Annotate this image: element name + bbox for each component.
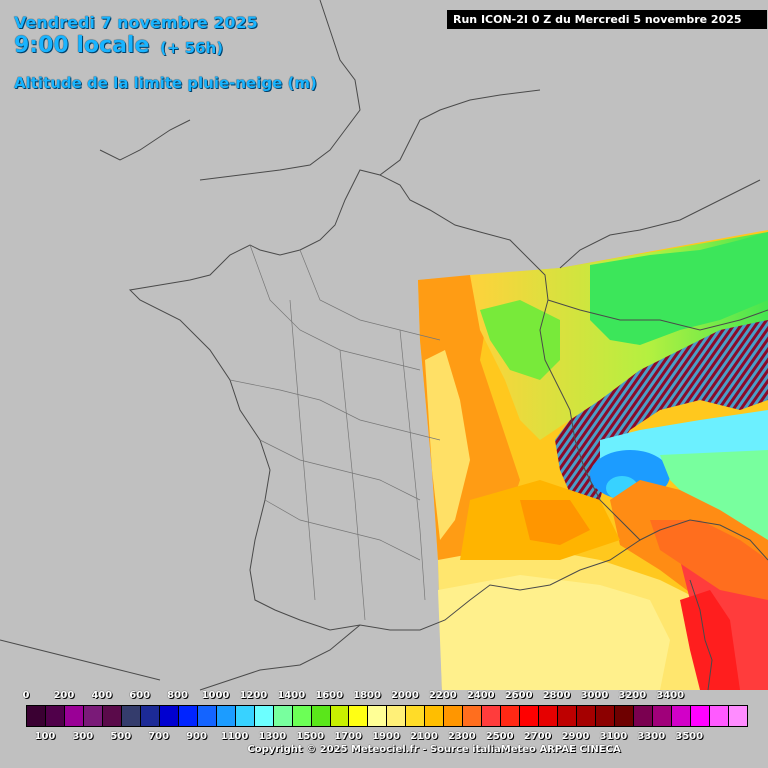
legend-swatch xyxy=(311,706,331,726)
legend-swatch xyxy=(463,706,483,726)
legend-swatch xyxy=(330,706,350,726)
legend-swatch xyxy=(425,706,445,726)
legend-tick-label: 2900 xyxy=(561,731,590,742)
legend-swatch xyxy=(558,706,578,726)
legend-tick-label: 2300 xyxy=(447,731,476,742)
forecast-time: 9:00 locale xyxy=(14,33,150,58)
legend-tick-label: 2800 xyxy=(542,690,571,701)
legend-swatch xyxy=(539,706,559,726)
legend-tick-label: 900 xyxy=(186,731,207,742)
legend-swatch xyxy=(444,706,464,726)
legend-tick-label: 3000 xyxy=(580,690,609,701)
legend-tick-label: 3300 xyxy=(637,731,666,742)
model-domain xyxy=(418,230,768,690)
legend-tick-label: 2100 xyxy=(409,731,438,742)
legend-swatch xyxy=(387,706,407,726)
legend-tick-label: 1900 xyxy=(372,731,400,742)
legend-swatch xyxy=(349,706,369,726)
legend-swatch xyxy=(273,706,293,726)
map-boundaries xyxy=(0,0,768,691)
legend-swatch xyxy=(83,706,103,726)
forecast-date: Vendredi 7 novembre 2025 xyxy=(14,13,258,32)
legend-labels-top: 0 200 400 600 800 1000 1200 1400 1600 1800 2000 220… xyxy=(0,690,768,704)
legend-tick-label: 600 xyxy=(129,690,151,701)
legend-swatch xyxy=(615,706,634,726)
legend-tick-label: 1400 xyxy=(277,690,306,701)
legend-tick-label: 3400 xyxy=(656,690,685,701)
legend-tick-label: 500 xyxy=(110,731,132,742)
parameter-title: Altitude de la limite pluie-neige (m) xyxy=(14,74,317,92)
lead-time: (+ 56h) xyxy=(160,39,224,57)
legend-swatch xyxy=(652,706,672,726)
legend-swatch xyxy=(178,706,198,726)
legend-swatch xyxy=(634,706,653,726)
legend-tick-label: 1500 xyxy=(296,731,325,742)
legend-tick-label: 200 xyxy=(53,690,75,701)
legend-swatch xyxy=(406,706,426,726)
legend-tick-label: 300 xyxy=(72,731,94,742)
legend-tick-label: 1700 xyxy=(334,731,363,742)
legend-tick-label: 2700 xyxy=(523,731,552,742)
legend-swatch xyxy=(216,706,236,726)
legend-swatch xyxy=(159,706,179,726)
legend-tick-label: 2200 xyxy=(428,690,457,701)
legend-tick-label: 2000 xyxy=(391,690,419,701)
model-run-label: Run ICON-2I 0 Z du Mercredi 5 novembre 2… xyxy=(447,10,767,29)
legend-tick-label: 1100 xyxy=(220,731,249,742)
legend-swatch xyxy=(292,706,312,726)
legend-swatch xyxy=(64,706,84,726)
legend-color-bar xyxy=(26,705,748,727)
legend-tick-label: 3100 xyxy=(599,731,628,742)
legend-tick-label: 0 xyxy=(22,690,30,701)
legend-tick-label: 1300 xyxy=(258,731,287,742)
legend-swatch xyxy=(121,706,141,726)
legend-swatch xyxy=(690,706,710,726)
legend-swatch xyxy=(709,706,729,726)
legend-swatch xyxy=(45,706,65,726)
legend-tick-label: 2400 xyxy=(466,690,495,701)
legend-swatch xyxy=(482,706,502,726)
legend-tick-label: 1200 xyxy=(239,690,268,701)
legend-swatch xyxy=(728,706,747,726)
legend-swatch xyxy=(520,706,540,726)
legend-swatch xyxy=(235,706,255,726)
copyright: Copyright © 2025 Meteociel.fr - Source i… xyxy=(247,744,621,755)
legend-swatch xyxy=(27,706,46,726)
legend-swatch xyxy=(140,706,160,726)
legend-swatch xyxy=(596,706,616,726)
legend-swatch xyxy=(197,706,217,726)
legend-tick-label: 2600 xyxy=(504,690,533,701)
legend-tick-label: 1000 xyxy=(201,690,230,701)
legend-swatch xyxy=(254,706,274,726)
legend-tick-label: 3200 xyxy=(618,690,647,701)
legend-tick-label: 1600 xyxy=(315,690,344,701)
legend-tick-label: 400 xyxy=(91,690,113,701)
legend-swatch xyxy=(671,706,691,726)
legend-swatch xyxy=(102,706,122,726)
legend-swatch xyxy=(368,706,388,726)
legend-tick-label: 1800 xyxy=(353,690,381,701)
legend-tick-label: 3500 xyxy=(675,731,704,742)
legend-tick-label: 100 xyxy=(34,731,56,742)
legend-swatch xyxy=(577,706,597,726)
legend-labels-bottom: 100 300 500 700 900 1100 1300 1500 1700 1900 2100 2… xyxy=(0,731,768,745)
legend-swatch xyxy=(501,706,521,726)
legend-tick-label: 2500 xyxy=(485,731,514,742)
legend-tick-label: 800 xyxy=(167,690,189,701)
legend-tick-label: 700 xyxy=(148,731,170,742)
